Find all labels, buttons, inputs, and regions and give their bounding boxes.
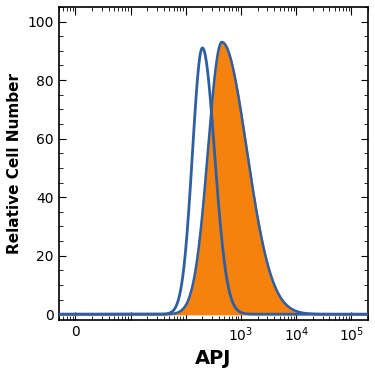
X-axis label: APJ: APJ: [195, 349, 232, 368]
Y-axis label: Relative Cell Number: Relative Cell Number: [7, 73, 22, 254]
